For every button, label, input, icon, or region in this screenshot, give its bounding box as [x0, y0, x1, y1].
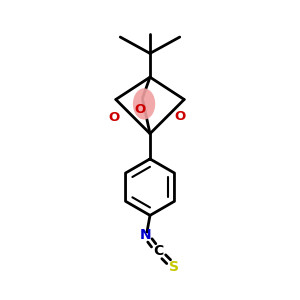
Ellipse shape — [133, 88, 155, 119]
Text: C: C — [153, 244, 163, 258]
Text: O: O — [109, 111, 120, 124]
Text: O: O — [174, 110, 185, 123]
Text: S: S — [169, 260, 179, 274]
Text: O: O — [135, 103, 146, 116]
Text: N: N — [140, 228, 152, 242]
